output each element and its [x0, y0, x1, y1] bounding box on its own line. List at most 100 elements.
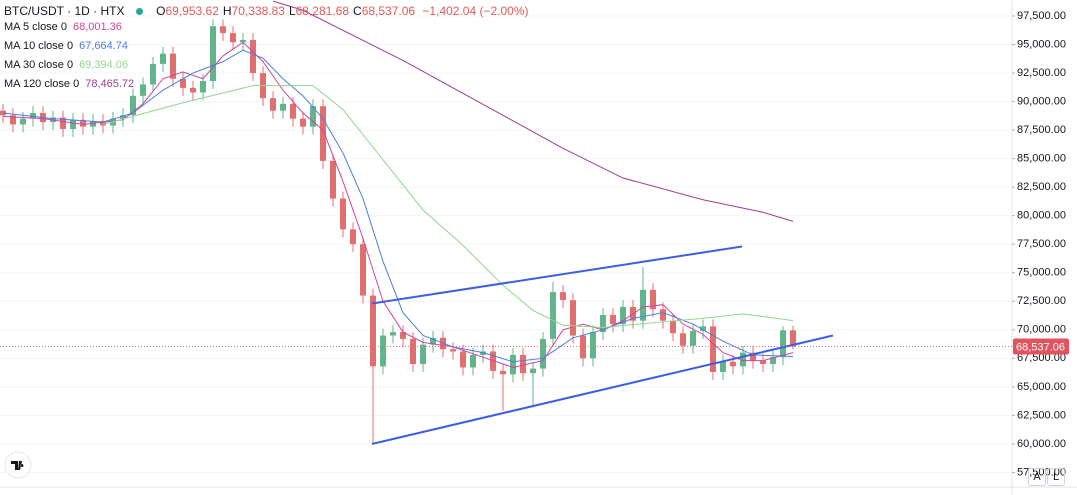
- candle-body: [400, 332, 406, 339]
- candle-body: [120, 115, 126, 119]
- candle-body: [780, 330, 786, 358]
- axis-button[interactable]: A: [1028, 468, 1046, 486]
- y-tick-label: 67,500.00: [1017, 352, 1066, 364]
- candle-body: [730, 361, 736, 367]
- candle-body: [240, 39, 246, 43]
- y-tick-label: 87,500.00: [1017, 124, 1066, 136]
- candle-body: [700, 326, 706, 331]
- legend-value: 69,394.06: [79, 59, 129, 71]
- candle-body: [180, 78, 186, 88]
- candle-body: [330, 160, 336, 199]
- plot: [0, 0, 834, 445]
- legend-row: MA 10 close 0 67,664.74: [4, 40, 128, 52]
- candle-body: [150, 63, 156, 85]
- ohlc-key: C: [353, 4, 362, 18]
- candle-body: [660, 309, 666, 321]
- candle-body: [370, 295, 376, 367]
- price-label: 68,537.06: [1016, 341, 1065, 353]
- candle-body: [520, 354, 526, 374]
- legend-name: MA 10 close 0: [4, 40, 74, 52]
- y-tick-label: 70,000.00: [1017, 324, 1066, 336]
- candle-body: [570, 300, 576, 336]
- ma-line: [102, 85, 794, 329]
- candle-body: [620, 306, 626, 325]
- y-tick-label: 60,000.00: [1017, 438, 1066, 450]
- candle-body: [190, 87, 196, 93]
- candle-body: [380, 335, 386, 367]
- candle-body: [790, 330, 796, 347]
- status-dot: [135, 8, 143, 16]
- ohlc-value: 68,537.06: [361, 4, 416, 18]
- legend-value: 78,465.72: [85, 78, 135, 90]
- y-tick-label: 90,000.00: [1017, 95, 1066, 107]
- legend-name: MA 5 close 0: [4, 21, 67, 33]
- candle-body: [530, 368, 536, 374]
- candle-body: [740, 352, 746, 367]
- change: −1,402.04 (−2.00%): [422, 4, 529, 18]
- candle-body: [680, 333, 686, 346]
- candle-body: [760, 360, 766, 365]
- candle-body: [210, 26, 216, 82]
- y-tick-label: 77,500.00: [1017, 238, 1066, 250]
- candle-body: [170, 53, 176, 79]
- symbol: BTC/USDT · 1D · HTX: [4, 4, 125, 18]
- candle-body: [250, 39, 256, 74]
- candle-body: [270, 98, 276, 111]
- trendline: [371, 334, 834, 445]
- symbol-header: BTC/USDT · 1D · HTX O69,953.62 H70,338.83…: [4, 4, 529, 18]
- candle-body: [550, 292, 556, 339]
- candle-body: [10, 115, 16, 125]
- candle-body: [20, 118, 26, 125]
- ohlc-value: 70,338.83: [231, 4, 285, 18]
- candle-body: [470, 354, 476, 368]
- ma-line: [2, 49, 794, 363]
- ohlc-key: O: [156, 4, 166, 18]
- candle-body: [640, 289, 646, 321]
- candle-body: [230, 33, 236, 43]
- candle-body: [350, 229, 356, 245]
- legend-value: 68,001.36: [72, 21, 122, 33]
- trendline: [371, 245, 743, 305]
- ohlc-value: 69,953.62: [165, 4, 219, 18]
- y-tick-label: 85,000.00: [1017, 153, 1066, 165]
- candle-body: [510, 354, 516, 375]
- y-tick-label: 80,000.00: [1017, 210, 1066, 222]
- candle-body: [670, 320, 676, 334]
- price-label-box: [1013, 338, 1069, 355]
- candle-body: [500, 370, 506, 375]
- candle-body: [290, 103, 296, 119]
- candle-body: [70, 119, 76, 129]
- y-tick-label: 72,500.00: [1017, 295, 1066, 307]
- ohlc-values: O69,953.62 H70,338.83 L68,281.68 C68,537.06: [152, 4, 415, 18]
- candle-body: [450, 349, 456, 352]
- candle-body: [30, 112, 36, 119]
- ohlc-value: 68,281.68: [295, 4, 350, 18]
- candle-body: [540, 338, 546, 369]
- tv-logo: [4, 451, 32, 479]
- candle-body: [300, 118, 306, 127]
- candle-body: [650, 289, 656, 310]
- ma-line: [2, 41, 794, 368]
- candle-body: [220, 26, 226, 34]
- candle-body: [160, 53, 166, 64]
- y-tick-label: 62,500.00: [1017, 409, 1066, 421]
- y-tick-label: 95,000.00: [1017, 38, 1066, 50]
- candle-body: [390, 332, 396, 336]
- ohlc-key: L: [288, 4, 296, 18]
- candle-body: [490, 351, 496, 371]
- candle-body: [410, 338, 416, 365]
- candle-body: [310, 106, 316, 127]
- candle-body: [590, 332, 596, 359]
- axis-button[interactable]: L: [1047, 468, 1065, 486]
- candle-body: [80, 119, 86, 127]
- legend-row: MA 30 close 0 69,394.06: [4, 59, 128, 71]
- candle-body: [60, 117, 66, 129]
- candle-body: [360, 244, 366, 296]
- candle-body: [720, 361, 726, 373]
- legend-row: MA 120 close 0 78,465.72: [4, 78, 134, 90]
- candle-body: [600, 314, 606, 333]
- candle-body: [710, 326, 716, 373]
- candle-body: [280, 103, 286, 111]
- candle-body: [320, 106, 326, 161]
